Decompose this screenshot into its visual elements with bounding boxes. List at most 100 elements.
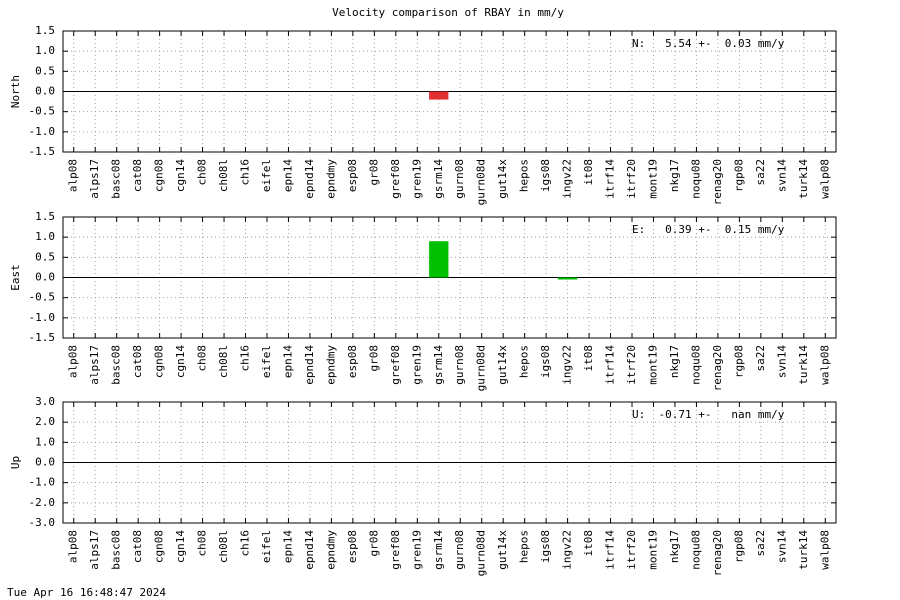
x-tick-label: gurn08 — [453, 159, 466, 199]
y-tick-label: -1.5 — [29, 331, 56, 344]
y-tick-label: 0.0 — [35, 85, 55, 98]
x-tick-label: ingv22 — [561, 345, 574, 385]
x-tick-label: cgn14 — [174, 530, 187, 563]
x-tick-label: gurn08d — [475, 345, 488, 391]
x-tick-label: sa22 — [754, 159, 767, 186]
y-tick-label: -3.0 — [29, 516, 56, 529]
x-tick-label: renag20 — [711, 345, 724, 391]
x-tick-label: walp08 — [818, 530, 831, 570]
x-tick-label: gref08 — [389, 530, 402, 570]
x-tick-label: svn14 — [775, 345, 788, 378]
y-tick-label: 1.5 — [35, 24, 55, 37]
x-tick-label: gren19 — [410, 345, 423, 385]
plot-frame — [62, 401, 837, 524]
x-tick-label: basc08 — [110, 530, 123, 570]
x-tick-label: alp08 — [67, 159, 80, 192]
x-tick-label: gref08 — [389, 159, 402, 199]
x-tick-label: basc08 — [110, 345, 123, 385]
x-tick-label: sa22 — [754, 345, 767, 372]
x-tick-label: igs08 — [539, 345, 552, 378]
x-tick-label: igs08 — [539, 530, 552, 563]
y-tick-label: -1.5 — [29, 145, 56, 158]
x-tick-label: epndmy — [324, 159, 337, 199]
x-tick-label: hepos — [518, 159, 531, 192]
x-tick-label: alps17 — [88, 530, 101, 570]
x-tick-label: itrf20 — [625, 345, 638, 385]
x-tick-label: mont19 — [646, 530, 659, 570]
y-tick-label: -0.5 — [29, 105, 56, 118]
x-tick-label: epndmy — [324, 345, 337, 385]
y-tick-label: -0.5 — [29, 291, 56, 304]
annotation: N: 5.54 +- 0.03 mm/y — [632, 37, 785, 50]
x-tick-label: ch08l — [217, 530, 230, 563]
x-tick-label: epnd14 — [303, 345, 316, 385]
bar — [429, 241, 449, 278]
x-tick-label: epn14 — [281, 345, 294, 378]
y-tick-label: -1.0 — [29, 476, 56, 489]
x-tick-label: cgn14 — [174, 159, 187, 192]
x-tick-label: svn14 — [775, 159, 788, 192]
x-tick-label: gut14x — [496, 530, 509, 570]
x-tick-label: alps17 — [88, 345, 101, 385]
x-tick-label: gut14x — [496, 345, 509, 385]
x-tick-label: ch08 — [196, 530, 209, 557]
x-tick-label: mont19 — [646, 345, 659, 385]
x-tick-label: renag20 — [711, 159, 724, 205]
x-tick-label: eifel — [260, 159, 273, 192]
x-tick-label: alps17 — [88, 159, 101, 199]
y-tick-label: 0.5 — [35, 64, 55, 77]
x-tick-label: ch16 — [239, 345, 252, 372]
x-tick-label: ch08l — [217, 159, 230, 192]
x-tick-label: itrf20 — [625, 530, 638, 570]
y-tick-label: 0.0 — [35, 456, 55, 469]
x-tick-label: ingv22 — [561, 159, 574, 199]
x-tick-label: sa22 — [754, 530, 767, 557]
x-tick-label: esp08 — [346, 345, 359, 378]
x-tick-label: gurn08 — [453, 345, 466, 385]
x-tick-label: hepos — [518, 530, 531, 563]
x-tick-label: walp08 — [818, 159, 831, 199]
y-tick-label: 1.5 — [35, 210, 55, 223]
x-tick-label: gsrm14 — [432, 530, 445, 570]
y-axis-label: North — [9, 75, 22, 108]
x-tick-label: rgp08 — [732, 159, 745, 192]
x-tick-label: noqu08 — [689, 159, 702, 199]
footer: Tue Apr 16 16:48:47 2024 — [7, 586, 166, 599]
plot-frame — [62, 216, 837, 339]
x-tick-label: esp08 — [346, 530, 359, 563]
x-tick-label: walp08 — [818, 345, 831, 385]
x-tick-label: turk14 — [797, 530, 810, 570]
x-tick-label: gren19 — [410, 530, 423, 570]
x-tick-label: cat08 — [131, 530, 144, 563]
x-tick-label: nkg17 — [668, 159, 681, 192]
x-tick-label: alp08 — [67, 345, 80, 378]
x-tick-label: ch16 — [239, 159, 252, 186]
y-tick-label: 0.0 — [35, 271, 55, 284]
x-tick-label: gren19 — [410, 159, 423, 199]
y-tick-label: -2.0 — [29, 496, 56, 509]
x-tick-label: renag20 — [711, 530, 724, 576]
x-tick-label: it08 — [582, 345, 595, 372]
x-tick-label: epnd14 — [303, 159, 316, 199]
y-tick-label: -1.0 — [29, 125, 56, 138]
x-tick-label: cgn14 — [174, 345, 187, 378]
x-tick-label: alp08 — [67, 530, 80, 563]
x-tick-label: rgp08 — [732, 345, 745, 378]
x-tick-label: noqu08 — [689, 345, 702, 385]
x-tick-label: cgn08 — [153, 345, 166, 378]
annotation: U: -0.71 +- nan mm/y — [632, 408, 785, 421]
x-tick-label: nkg17 — [668, 530, 681, 563]
x-tick-label: eifel — [260, 530, 273, 563]
x-tick-label: gr08 — [367, 159, 380, 186]
x-tick-label: eifel — [260, 345, 273, 378]
x-tick-label: ch16 — [239, 530, 252, 557]
x-tick-label: epnd14 — [303, 530, 316, 570]
bar — [429, 91, 449, 100]
y-tick-label: 3.0 — [35, 395, 55, 408]
x-tick-label: hepos — [518, 345, 531, 378]
x-tick-label: gr08 — [367, 530, 380, 557]
x-tick-label: cgn08 — [153, 530, 166, 563]
x-tick-label: rgp08 — [732, 530, 745, 563]
